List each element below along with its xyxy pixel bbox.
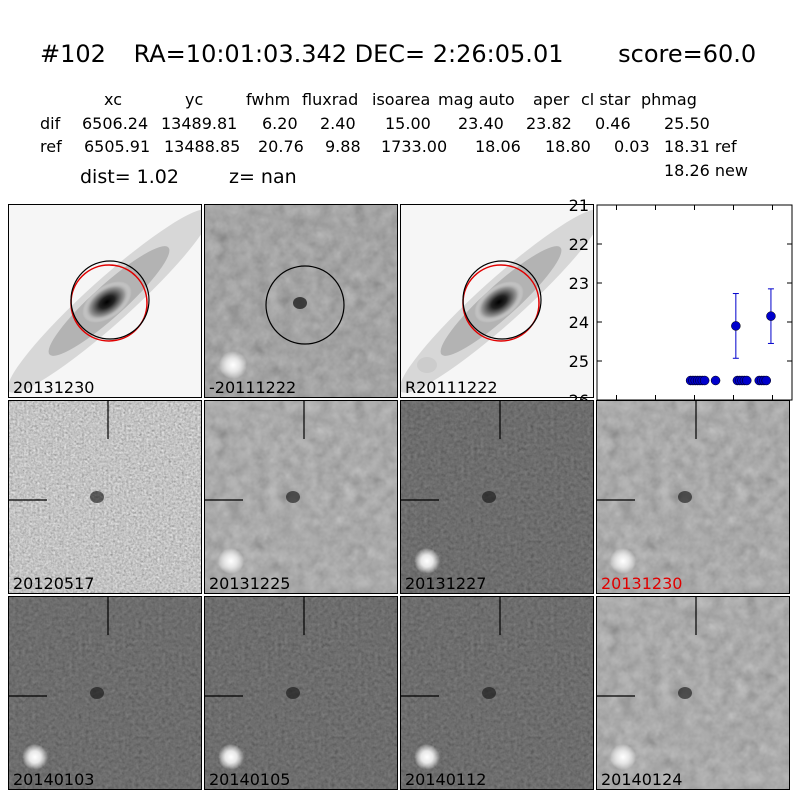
y-tick-label: 21 [569,196,589,215]
cutout-image [205,401,397,593]
panel-date-label: 20120517 [13,574,95,593]
cutout-image [401,597,593,789]
cutout-panel[interactable]: 20120517 [8,400,202,594]
data-point [766,311,776,321]
coordinates: RA=10:01:03.342 DEC= 2:26:05.01 [133,40,564,68]
cutout-panel[interactable]: 20131227 [400,400,594,594]
cutout-panel[interactable]: 20140124 [596,596,790,790]
col-cl-star: cl star [581,90,631,109]
data-point [761,375,772,386]
col-isoarea: isoarea [372,90,431,109]
cell: 15.00 [385,114,431,133]
panel-date-label: 20131225 [209,574,291,593]
panel-date-label: 20140124 [601,770,683,789]
cutout-image [597,597,789,789]
image-panel-ref[interactable]: R20111222 [400,204,594,398]
panel-date-label: 20131230 [13,378,95,397]
y-tick-label: 25 [569,352,589,371]
reference-image [401,205,593,397]
image-panel-diff[interactable]: -20111222 [204,204,398,398]
cutout-panel[interactable]: 20131225 [204,400,398,594]
panel-date-label: -20111222 [209,378,297,397]
cell: 13489.81 [161,114,238,133]
col-fluxrad: fluxrad [302,90,359,109]
row-dif-name: dif [40,114,61,133]
cell: 18.80 [545,137,591,156]
cutout-image [597,401,789,593]
cell: 25.50 [664,114,710,133]
y-tick-label: 24 [569,313,589,332]
cutout-image [9,401,201,593]
plot-frame [596,204,793,401]
panel-date-label: 20131227 [405,574,487,593]
panel-date-label: 20131230 [601,574,683,593]
col-xc: xc [104,90,122,109]
difference-image [205,205,397,397]
cell: 23.82 [526,114,572,133]
col-yc: yc [185,90,204,109]
cell: 18.06 [475,137,521,156]
cell: 18.31 ref [664,137,737,156]
new-mag: 18.26 new [664,161,748,180]
col-fwhm: fwhm [246,90,291,109]
cell: 23.40 [458,114,504,133]
col-aper: aper [533,90,570,109]
data-point [710,375,721,386]
col-mag-auto: mag auto [438,90,515,109]
score: score=60.0 [618,40,757,68]
panel-date-label: 20140105 [209,770,291,789]
cutout-panel[interactable]: 20140112 [400,596,594,790]
page-title: #102 RA=10:01:03.342 DEC= 2:26:05.01 sco… [40,40,756,68]
cutout-image [9,597,201,789]
y-tick-label: 23 [569,274,589,293]
data-point [731,321,741,331]
row-ref-name: ref [40,137,62,156]
panel-date-label: 20140103 [13,770,95,789]
cell: 0.03 [614,137,650,156]
panel-date-label: R20111222 [405,378,498,397]
col-phmag: phmag [641,90,697,109]
cutout-panel[interactable]: 20131230 [596,400,790,594]
cell: 6506.24 [82,114,149,133]
dist-value: dist= 1.02 [80,166,179,188]
cell: 6505.91 [84,137,151,156]
cutout-panel[interactable]: 20140103 [8,596,202,790]
cell: 13488.85 [164,137,241,156]
cell: 6.20 [262,114,298,133]
cutout-image [205,597,397,789]
cutout-image [401,401,593,593]
panel-date-label: 20140112 [405,770,487,789]
cell: 9.88 [325,137,361,156]
galaxy-image [9,205,201,397]
y-tick-label: 22 [569,235,589,254]
data-point [699,375,710,386]
cell: 1733.00 [381,137,448,156]
z-value: z= nan [229,166,297,188]
image-panel-new[interactable]: 20131230 [8,204,202,398]
cell: 2.40 [320,114,356,133]
cell: 20.76 [258,137,304,156]
cell: 0.46 [595,114,631,133]
data-point [742,375,752,386]
candidate-id: #102 [40,40,106,68]
cutout-panel[interactable]: 20140105 [204,596,398,790]
